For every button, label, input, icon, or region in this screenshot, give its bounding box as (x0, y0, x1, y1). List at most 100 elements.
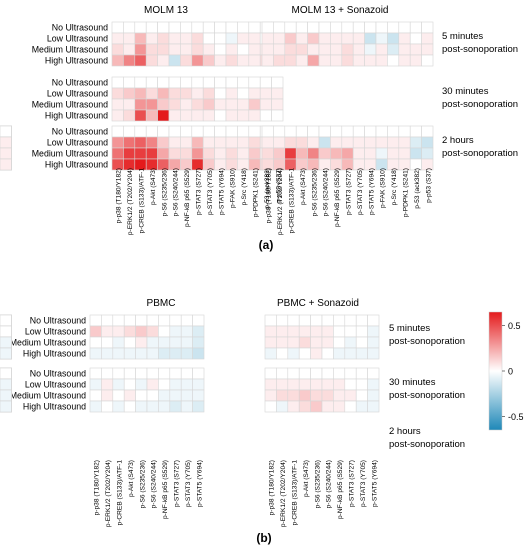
heatmap-cell (168, 76, 181, 89)
heatmap-cell (180, 32, 193, 45)
heatmap-cell (214, 147, 227, 160)
heatmap-cell (375, 147, 388, 160)
heatmap-cell (225, 87, 238, 100)
heatmap-cell (333, 325, 346, 338)
heatmap-cell (284, 54, 297, 67)
heatmap-cell (355, 325, 368, 338)
heatmap-cell (352, 136, 365, 149)
heatmap-cell (310, 378, 323, 391)
heatmap-cell (421, 43, 434, 56)
marker-label: p-Akt (S473) (150, 168, 157, 205)
panel-a-row-title-5min-text: 5 minutes (442, 31, 483, 42)
heatmap-cell (180, 378, 193, 391)
heatmap-cell (375, 125, 388, 138)
heatmap-cell (111, 125, 124, 138)
heatmap-cell (134, 21, 147, 34)
heatmap-cell (287, 325, 300, 338)
condition-label: High Ultrasound (45, 56, 108, 66)
heatmap-cell (0, 158, 12, 171)
heatmap-cell (180, 98, 193, 111)
heatmap-cell (169, 389, 182, 402)
heatmap-cell (180, 336, 193, 349)
heatmap-cell (214, 43, 227, 56)
heatmap-cell (367, 314, 380, 327)
heatmap-cell (135, 336, 148, 349)
heatmap-cell (284, 21, 297, 34)
marker-label: p-PDPK1 (S241) (403, 168, 410, 217)
panel-a-row-title-5min-text-2: post-sonoporation (442, 44, 518, 55)
heatmap-cell (307, 32, 320, 45)
heatmap-cell (111, 54, 124, 67)
heatmap-cell (101, 378, 114, 391)
heatmap-cell (295, 147, 308, 160)
heatmap-cell (157, 76, 170, 89)
heatmap-cell (146, 400, 159, 413)
heatmap-cell (248, 21, 261, 34)
heatmap-cell (180, 87, 193, 100)
heatmap-cell (168, 109, 181, 122)
heatmap-cell (214, 54, 227, 67)
heatmap-cell (214, 21, 227, 34)
condition-label: Medium Ultrasound (32, 149, 108, 159)
heatmap-cell (364, 136, 377, 149)
heatmap-cell (237, 43, 250, 56)
heatmap-cell (101, 400, 114, 413)
heatmap-cell (375, 54, 388, 67)
heatmap-cell (352, 32, 365, 45)
marker-label: p-STAT3 (Y705) (185, 460, 192, 507)
heatmap-cell (352, 147, 365, 160)
heatmap-cell (135, 347, 148, 360)
heatmap-cell (168, 98, 181, 111)
heatmap-cell (158, 336, 171, 349)
marker-label: p-Akt (S473) (300, 168, 307, 205)
heatmap-cell (123, 76, 136, 89)
heatmap-cell (202, 76, 215, 89)
marker-label: p-ERK1/2 (T202/Y204) (277, 168, 284, 235)
heatmap-cell (364, 125, 377, 138)
heatmap-cell (101, 367, 114, 380)
panel-b-row-title-2h-text: 2 hours (389, 426, 421, 437)
heatmap-cell (101, 347, 114, 360)
heatmap-cell (89, 314, 102, 327)
heatmap-cell (310, 325, 323, 338)
heatmap-cell (355, 347, 368, 360)
heatmap-cell (134, 136, 147, 149)
heatmap-cell (398, 43, 411, 56)
panel-a-column-title-1: MOLM 13 (144, 5, 188, 16)
heatmap-cell (180, 125, 193, 138)
heatmap-cell (259, 98, 272, 111)
heatmap-cell (421, 54, 434, 67)
condition-label: No Ultrasound (30, 316, 86, 326)
heatmap-cell (135, 389, 148, 402)
heatmap-cell (225, 136, 238, 149)
heatmap-cell (225, 98, 238, 111)
heatmap-cell (158, 314, 171, 327)
heatmap-cell (191, 54, 204, 67)
heatmap-cell (145, 21, 158, 34)
condition-label: Low Ultrasound (47, 34, 108, 44)
heatmap-cell (287, 347, 300, 360)
heatmap-cell (158, 378, 171, 391)
heatmap-cell (341, 147, 354, 160)
heatmap-cell (0, 325, 12, 338)
marker-label: p-STAT3 (S727) (196, 168, 203, 215)
heatmap-cell (134, 32, 147, 45)
heatmap-cell (225, 32, 238, 45)
heatmap-cell (276, 336, 289, 349)
heatmap-cell (214, 98, 227, 111)
heatmap-cell (364, 43, 377, 56)
heatmap-cell (146, 367, 159, 380)
condition-label: High Ultrasound (23, 349, 86, 359)
heatmap-cell (375, 21, 388, 34)
marker-label: p-STAT5 (Y694) (368, 168, 375, 215)
heatmap-cell (89, 367, 102, 380)
panel-a-row-title-2h-text: 2 hours (442, 135, 474, 146)
heatmap-cell (344, 347, 357, 360)
heatmap-cell (157, 98, 170, 111)
heatmap-cell (259, 109, 272, 122)
heatmap-cell (355, 367, 368, 380)
heatmap-cell (237, 98, 250, 111)
heatmap-cell (123, 43, 136, 56)
heatmap-cell (310, 367, 323, 380)
heatmap-cell (398, 136, 411, 149)
